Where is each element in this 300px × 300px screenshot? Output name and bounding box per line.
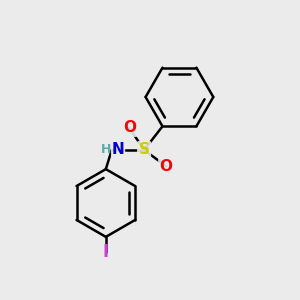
Text: S: S [139,142,150,158]
Text: N: N [112,142,124,158]
Text: I: I [103,243,109,261]
Text: O: O [123,120,136,135]
Text: O: O [160,159,173,174]
Text: H: H [101,143,112,157]
